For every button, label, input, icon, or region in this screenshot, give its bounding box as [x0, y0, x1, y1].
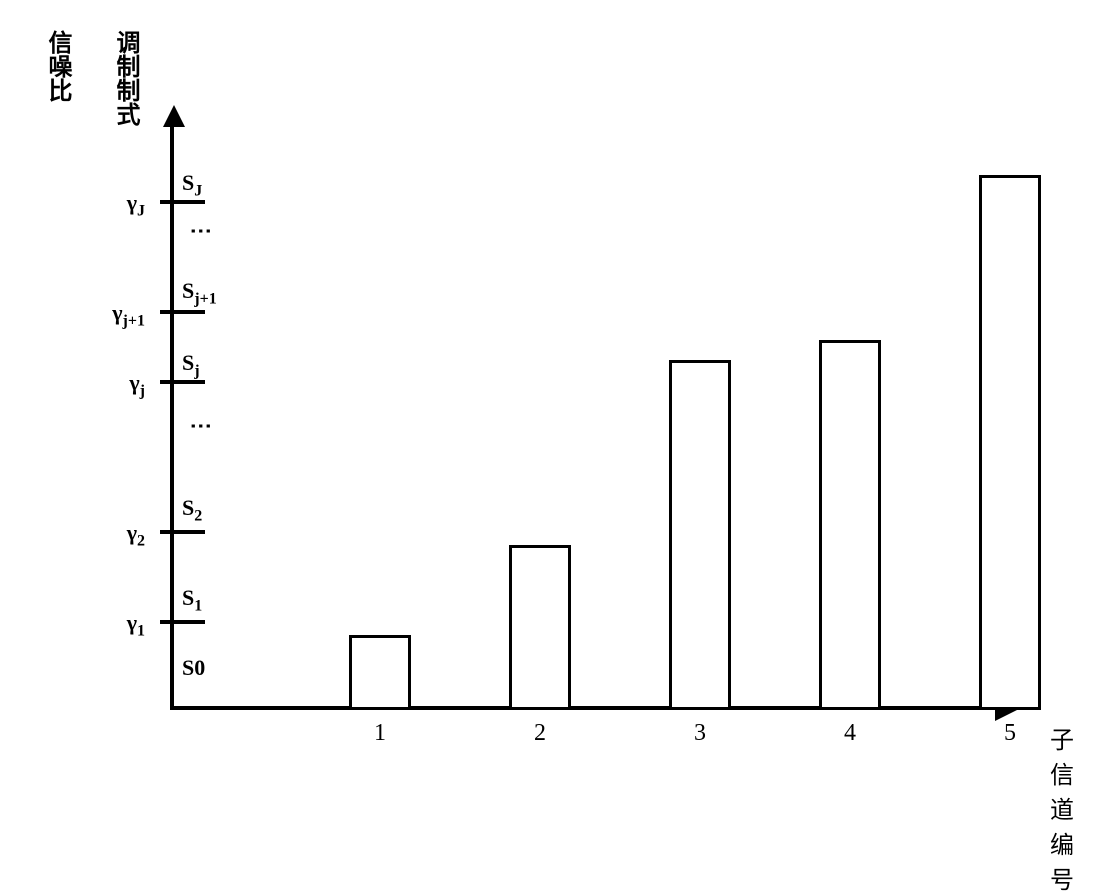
gamma-tick-2: γ2	[65, 520, 145, 550]
gamma-tick-j: γj	[65, 370, 145, 400]
x-tick-1: 1	[350, 720, 410, 747]
tick-mark-J	[160, 200, 205, 204]
tick-mark-1	[160, 620, 205, 624]
bar-1	[349, 635, 411, 710]
vdots-1: ⋮	[188, 415, 214, 439]
s-label-2: S2	[182, 495, 202, 525]
s-label-0: S0	[182, 655, 205, 681]
bar-2	[509, 545, 571, 710]
x-tick-3: 3	[670, 720, 730, 747]
tick-mark-j	[160, 380, 205, 384]
x-tick-2: 2	[510, 720, 570, 747]
s-label-j1: Sj+1	[182, 278, 217, 308]
x-axis-label: 子信道编号	[1050, 720, 1074, 895]
vdots-2: ⋮	[188, 220, 214, 244]
s-label-1: S1	[182, 585, 202, 615]
x-tick-5: 5	[980, 720, 1040, 747]
gamma-tick-1: γ1	[65, 610, 145, 640]
x-tick-4: 4	[820, 720, 880, 747]
bar-5	[979, 175, 1041, 710]
bar-4	[819, 340, 881, 710]
bar-3	[669, 360, 731, 710]
s-label-j: Sj	[182, 350, 200, 380]
tick-mark-j1	[160, 310, 205, 314]
tick-mark-2	[160, 530, 205, 534]
y-axis-label-snr: 信噪比	[40, 30, 75, 102]
gamma-tick-J: γJ	[65, 190, 145, 220]
chart-container: 信噪比 调制制式 γ1 γ2 γj γj+1 γJ S0 S1 S2 Sj Sj…	[50, 20, 1050, 760]
y-axis-label-modulation: 调制制式	[108, 30, 143, 126]
gamma-tick-j1: γj+1	[65, 300, 145, 330]
s-label-J: SJ	[182, 170, 202, 200]
